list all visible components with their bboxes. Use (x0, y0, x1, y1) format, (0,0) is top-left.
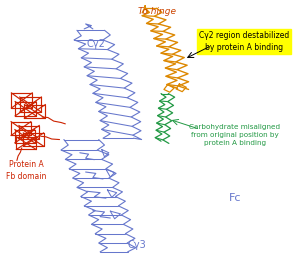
Text: Protein A
Fb domain: Protein A Fb domain (6, 160, 46, 181)
Text: Cγ2: Cγ2 (86, 39, 105, 49)
Text: To hinge: To hinge (138, 6, 176, 16)
Text: Fc: Fc (229, 193, 241, 203)
Text: Carbohydrate misaligned
from original position by
protein A binding: Carbohydrate misaligned from original po… (189, 124, 280, 146)
Text: Cγ3: Cγ3 (127, 240, 146, 250)
Text: Cγ2 region destabilized
by protein A binding: Cγ2 region destabilized by protein A bin… (199, 31, 289, 52)
